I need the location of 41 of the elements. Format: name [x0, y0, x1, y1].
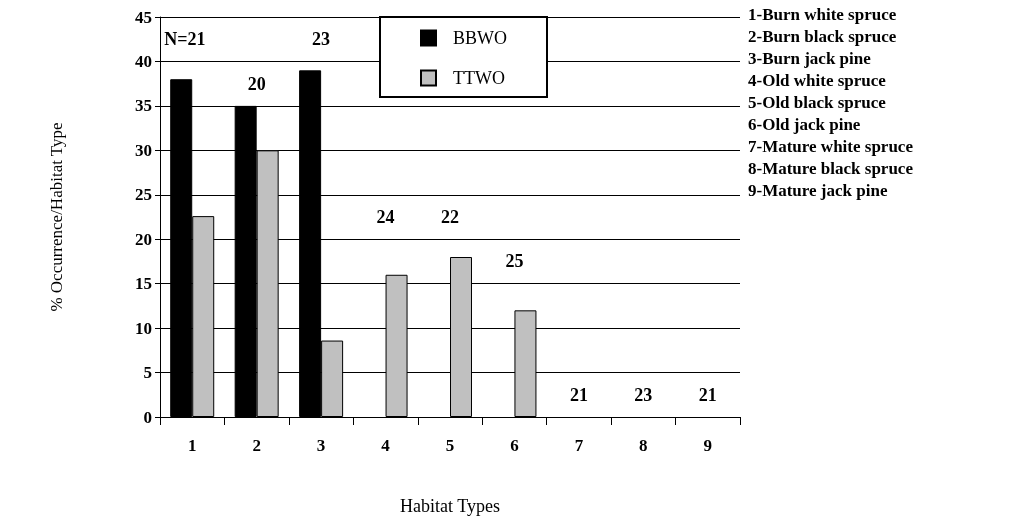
y-tick-label: 0: [143, 407, 152, 427]
annotation: 23: [634, 384, 653, 405]
x-tick-label: 9: [703, 436, 713, 455]
legend-label: BBWO: [453, 28, 507, 48]
y-tick-label: 40: [135, 51, 152, 71]
y-tick-label: 20: [135, 229, 152, 249]
x-tick-label: 6: [510, 436, 519, 455]
text: 5-Old black spruce: [748, 92, 887, 112]
text: 9-Mature jack pine: [748, 180, 888, 200]
x-tick-label: 4: [381, 436, 391, 455]
annotation: 22: [441, 207, 459, 227]
y-tick-label: 30: [135, 140, 152, 160]
y-tick-label: 10: [135, 318, 152, 338]
x-tick-label: 1: [187, 436, 197, 455]
y-axis-title: % Occurrence/Habitat Type: [47, 122, 66, 312]
x-tick-label: 3: [316, 436, 326, 455]
y-tick-label: 25: [135, 185, 152, 205]
text: 2-Burn black spruce: [748, 26, 897, 46]
text: 7-Mature white spruce: [748, 136, 914, 156]
text: 3-Burn jack pine: [748, 48, 872, 68]
text: 8-Mature black spruce: [748, 158, 914, 178]
annotation: 24: [376, 207, 395, 227]
x-tick-label: 8: [639, 436, 648, 455]
annotation: N=21: [164, 29, 206, 50]
y-tick-label: 15: [135, 274, 152, 294]
text: 4-Old white spruce: [748, 70, 887, 90]
x-tick-label: 2: [252, 436, 261, 455]
annotation: 25: [505, 251, 524, 272]
y-tick-label: 5: [143, 363, 152, 383]
y-tick-label: 35: [135, 96, 152, 116]
annotation: 21: [698, 384, 717, 405]
annotation: 21: [569, 384, 588, 405]
y-tick-label: 45: [135, 7, 152, 27]
x-tick-label: 7: [574, 436, 584, 455]
text: 6-Old jack pine: [748, 114, 861, 134]
x-axis-title: Habitat Types: [400, 496, 500, 516]
annotation: 20: [247, 73, 266, 94]
text: 1-Burn white spruce: [748, 4, 897, 24]
legend-label: TTWO: [453, 68, 505, 88]
annotation: 23: [312, 29, 331, 50]
x-tick-label: 5: [445, 436, 455, 455]
